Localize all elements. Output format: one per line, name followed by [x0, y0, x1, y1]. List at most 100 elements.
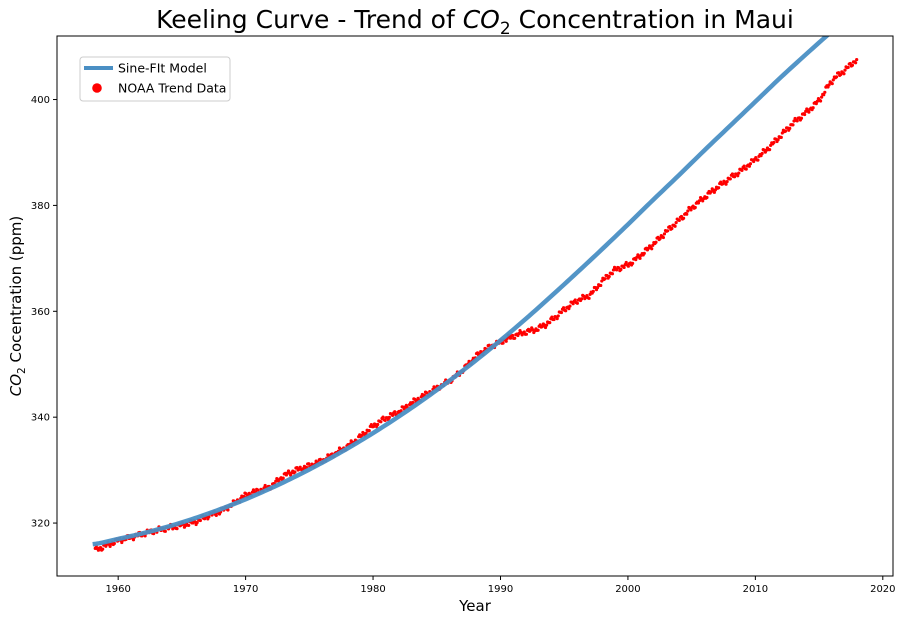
noaa-point — [760, 151, 764, 156]
x-axis: 1960 1970 1980 1990 2000 2010 2020 — [105, 576, 896, 595]
noaa-point — [575, 301, 579, 305]
noaa-point — [615, 268, 619, 272]
noaa-point — [834, 75, 839, 79]
noaa-point — [807, 110, 811, 114]
x-axis-title: Year — [458, 597, 492, 615]
noaa-point — [307, 462, 311, 466]
noaa-point — [390, 413, 395, 418]
noaa-point — [214, 513, 218, 517]
plot-frame — [56, 35, 894, 577]
noaa-point — [823, 90, 827, 94]
x-tick-label: 1980 — [360, 584, 385, 595]
y-tick-label: 400 — [31, 95, 50, 106]
noaa-point — [791, 123, 795, 127]
noaa-point — [736, 174, 740, 178]
noaa-point — [504, 339, 508, 343]
noaa-point — [591, 289, 595, 293]
noaa-point — [376, 422, 380, 427]
noaa-point — [599, 283, 603, 288]
noaa-point — [820, 95, 824, 99]
noaa-point — [855, 58, 859, 62]
noaa-point — [561, 306, 566, 310]
x-tick-label: 1990 — [488, 584, 513, 595]
noaa-point — [383, 418, 387, 422]
noaa-point — [740, 168, 744, 172]
noaa-point — [747, 164, 752, 168]
y-tick-label: 320 — [31, 519, 50, 530]
noaa-point — [788, 126, 792, 130]
noaa-point — [744, 167, 748, 171]
noaa-point — [822, 93, 826, 97]
noaa-point — [681, 216, 686, 220]
noaa-point — [281, 476, 285, 480]
noaa-point — [568, 304, 572, 308]
y-tick-label: 380 — [31, 201, 50, 212]
noaa-point — [624, 260, 628, 265]
noaa-point — [198, 518, 202, 523]
noaa-point — [379, 420, 383, 424]
noaa-point — [658, 236, 662, 241]
noaa-point — [163, 529, 167, 533]
noaa-point — [573, 298, 577, 302]
noaa-point — [367, 428, 371, 433]
title-prefix: Keeling Curve - Trend of — [156, 5, 463, 34]
noaa-point — [607, 274, 611, 279]
noaa-point — [689, 208, 693, 212]
noaa-point — [622, 265, 626, 270]
noaa-point — [207, 515, 211, 519]
noaa-point — [830, 82, 834, 86]
noaa-point — [244, 492, 248, 496]
noaa-point — [717, 186, 721, 190]
noaa-point — [674, 221, 678, 225]
noaa-point — [670, 226, 674, 231]
noaa-point — [850, 63, 855, 67]
noaa-point — [742, 164, 746, 168]
noaa-point — [756, 158, 760, 162]
noaa-point — [559, 310, 564, 315]
noaa-point — [827, 83, 831, 87]
noaa-point — [544, 323, 549, 327]
noaa-point — [501, 341, 505, 345]
noaa-point — [772, 140, 776, 145]
noaa-point — [705, 195, 709, 200]
noaa-point — [666, 229, 670, 233]
noaa-point — [571, 302, 575, 306]
noaa-point — [360, 433, 364, 438]
noaa-point — [846, 65, 850, 70]
noaa-point — [536, 328, 540, 332]
noaa-point — [580, 297, 584, 301]
noaa-point — [811, 106, 815, 110]
noaa-point — [293, 470, 297, 474]
noaa-point — [795, 119, 799, 123]
noaa-point — [799, 116, 804, 120]
y-tick-label: 360 — [31, 307, 50, 318]
legend-swatch-noaa — [92, 83, 102, 93]
series-sine-fit-model — [92, 36, 830, 547]
noaa-point — [712, 190, 716, 194]
x-tick-label: 1970 — [233, 584, 258, 595]
noaa-point — [552, 317, 556, 322]
noaa-point — [631, 261, 635, 265]
series-layer — [92, 36, 859, 552]
noaa-point — [393, 410, 397, 414]
chart-title: Keeling Curve - Trend of CO2 Concentrati… — [156, 5, 794, 39]
legend-label-noaa: NOAA Trend Data — [118, 81, 226, 96]
noaa-point — [187, 523, 191, 528]
ylabel-math-base: CO — [7, 374, 25, 396]
noaa-point — [567, 307, 571, 311]
noaa-point — [724, 182, 728, 186]
noaa-point — [555, 317, 559, 321]
noaa-point — [226, 508, 230, 512]
noaa-point — [654, 240, 658, 244]
noaa-point — [381, 415, 385, 419]
title-suffix: Concentration in Maui — [511, 5, 794, 34]
noaa-point — [768, 148, 772, 152]
noaa-point — [814, 102, 818, 106]
noaa-point — [679, 214, 684, 219]
noaa-point — [831, 78, 835, 82]
noaa-point — [371, 425, 376, 429]
plot-area — [57, 36, 893, 576]
legend-label-sine-fit: Sine-FIt Model — [118, 61, 207, 76]
noaa-point — [364, 431, 368, 435]
